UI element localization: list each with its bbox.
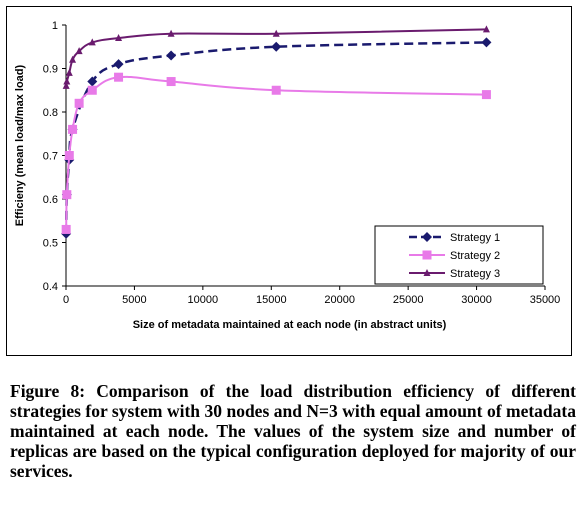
strategy-1-line: [64, 41, 487, 234]
y-tick-label: 1: [52, 20, 58, 32]
x-tick-label: 5000: [122, 294, 146, 306]
x-tick-label: 15000: [256, 294, 287, 306]
strategy-1-point: [87, 76, 98, 87]
y-tick-label: 0.4: [43, 281, 58, 293]
strategy-3-point: [115, 34, 123, 42]
strategy-2-point: [271, 85, 281, 95]
y-tick-label: 0.6: [43, 194, 58, 206]
x-tick-label: 35000: [530, 294, 561, 306]
strategy-3-point: [62, 81, 70, 89]
x-tick-label: 25000: [393, 294, 424, 306]
strategy-2-point: [481, 90, 491, 100]
legend-box: [374, 225, 544, 285]
strategy-1-point: [113, 59, 124, 70]
legend-swatch-marker: [423, 269, 431, 276]
strategy-3-point: [69, 55, 77, 63]
strategy-2-point: [62, 190, 72, 200]
strategy-3-point: [167, 29, 175, 37]
strategy-1-point: [166, 50, 177, 61]
x-tick-label: 30000: [461, 294, 492, 306]
y-tick-label: 0.7: [43, 151, 58, 163]
series-strategy-2: [61, 72, 491, 234]
strategy-2-line: [65, 75, 487, 230]
strategy-2-point: [166, 77, 176, 87]
strategy-1-point: [271, 41, 282, 52]
legend-label: Strategy 1: [450, 232, 500, 244]
strategy-3-point: [88, 38, 96, 46]
legend-swatch-marker: [422, 232, 432, 242]
line-chart: 0 5000 10000 15000 20000 25000 30000 35000 0.4 0.…: [14, 20, 561, 331]
x-tick-label: 20000: [324, 294, 355, 306]
strategy-3-point: [65, 68, 73, 76]
series-strategy-1: [61, 37, 492, 239]
strategy-2-point: [87, 85, 97, 95]
strategy-3-point: [75, 47, 83, 55]
y-axis-title: Efficieny (mean load/max load): [14, 64, 26, 226]
strategy-3-point: [482, 25, 490, 33]
series-strategy-3: [62, 25, 490, 89]
strategy-2-point: [114, 72, 124, 82]
strategy-3-point: [63, 77, 71, 85]
strategy-3-point: [272, 29, 280, 37]
figure-caption: Figure 8: Comparison of the load distrib…: [10, 381, 576, 481]
x-tick-label: 10000: [188, 294, 219, 306]
chart-frame: [6, 6, 572, 356]
legend-swatch-marker: [422, 250, 432, 260]
strategy-1-point: [481, 37, 492, 48]
x-tick-label: 0: [63, 294, 69, 306]
y-tick-label: 0.9: [43, 64, 58, 76]
strategy-2-point: [64, 151, 74, 160]
legend-label: Strategy 2: [450, 250, 500, 262]
legend-label: Strategy 3: [450, 268, 500, 280]
strategy-2-point: [61, 224, 71, 234]
strategy-2-point: [68, 124, 78, 134]
x-axis-title: Size of metadata maintained at each node…: [133, 319, 447, 331]
y-tick-label: 0.5: [43, 238, 58, 250]
strategy-2-point: [74, 98, 84, 108]
y-tick-label: 0.8: [43, 107, 58, 119]
